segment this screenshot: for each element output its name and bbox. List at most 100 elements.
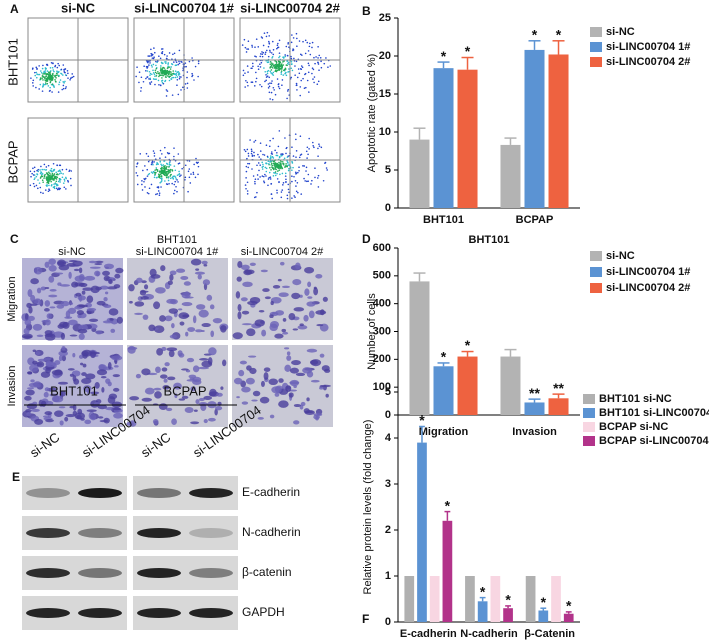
event-dot (277, 170, 279, 172)
cell-stain (196, 304, 206, 310)
legend-swatch (590, 251, 602, 261)
event-dot (265, 35, 268, 38)
event-dot (174, 70, 177, 72)
event-dot (261, 55, 264, 58)
cell-stain (88, 260, 97, 264)
event-dot (167, 67, 169, 69)
event-dot (173, 175, 175, 178)
cell-stain (307, 281, 312, 288)
event-dot (286, 194, 289, 197)
event-dot (276, 69, 279, 72)
event-dot (67, 179, 69, 182)
event-dot (295, 150, 298, 152)
band (26, 568, 70, 578)
cell-stain (236, 396, 240, 399)
event-dot (150, 52, 153, 55)
cell-stain (84, 275, 96, 281)
event-dot (38, 182, 41, 184)
event-dot (175, 74, 178, 76)
cell-stain (209, 304, 215, 310)
event-dot (325, 57, 327, 59)
event-dot (62, 87, 65, 90)
event-dot (264, 53, 267, 55)
event-dot (274, 93, 277, 96)
significance: * (480, 583, 486, 599)
event-dot (275, 67, 278, 69)
event-dot (47, 177, 50, 180)
cell-stain (208, 417, 216, 422)
event-dot (153, 155, 156, 157)
cell-stain (144, 387, 155, 395)
event-dot (282, 182, 285, 184)
event-dot (323, 62, 326, 65)
event-dot (306, 79, 309, 82)
bar (429, 576, 440, 622)
event-dot (45, 177, 48, 180)
bar (548, 398, 569, 415)
panel-label: D (362, 232, 371, 246)
cell-stain (72, 404, 77, 411)
event-dot (166, 90, 169, 92)
event-dot (50, 180, 52, 183)
cell-stain (140, 296, 149, 300)
row-label: Migration (6, 276, 18, 321)
event-dot (259, 142, 262, 144)
event-dot (47, 190, 50, 193)
event-dot (35, 175, 38, 178)
event-dot (308, 137, 310, 140)
cell-stain (277, 278, 282, 282)
event-dot (55, 171, 58, 174)
event-dot (298, 72, 301, 75)
event-dot (172, 72, 175, 75)
significance: * (445, 497, 451, 513)
cell-stain (81, 372, 87, 377)
event-dot (171, 76, 173, 79)
event-dot (136, 174, 139, 177)
cell-stain (141, 397, 153, 402)
event-dot (268, 145, 271, 148)
event-dot (288, 191, 290, 194)
event-dot (277, 165, 279, 167)
significance: * (566, 598, 572, 614)
event-dot (311, 67, 314, 69)
event-dot (143, 180, 145, 183)
event-dot (189, 182, 192, 184)
event-dot (138, 71, 141, 73)
cell-stain (260, 380, 265, 387)
legend-label: BCPAP si-LINC00704 (599, 435, 709, 447)
event-dot (46, 70, 49, 72)
event-dot (169, 177, 172, 180)
cell-stain (293, 420, 300, 425)
event-dot (297, 68, 300, 70)
cell-stain (292, 278, 302, 286)
event-dot (153, 161, 155, 163)
cell-stain (55, 272, 64, 275)
cell-stain (112, 407, 122, 411)
transwell-image (232, 345, 333, 427)
event-dot (142, 80, 145, 83)
event-dot (264, 80, 266, 83)
cell-stain (201, 329, 205, 332)
event-dot (55, 187, 58, 190)
band (26, 488, 70, 498)
event-dot (39, 186, 42, 189)
cell-stain (78, 267, 83, 274)
event-dot (280, 153, 282, 155)
bar (500, 144, 521, 208)
event-dot (254, 178, 257, 180)
transwell-image (232, 258, 333, 340)
event-dot (269, 98, 271, 100)
event-dot (52, 84, 55, 87)
event-dot (160, 68, 162, 71)
cell-stain (284, 364, 292, 372)
event-dot (42, 79, 44, 81)
event-dot (33, 170, 36, 173)
cell-stain (295, 262, 301, 270)
event-dot (281, 79, 284, 81)
blot-strip (22, 476, 127, 510)
event-dot (270, 62, 273, 65)
event-dot (171, 176, 174, 179)
event-dot (269, 178, 272, 180)
cell-stain (259, 396, 270, 404)
cell-stain (76, 310, 85, 315)
